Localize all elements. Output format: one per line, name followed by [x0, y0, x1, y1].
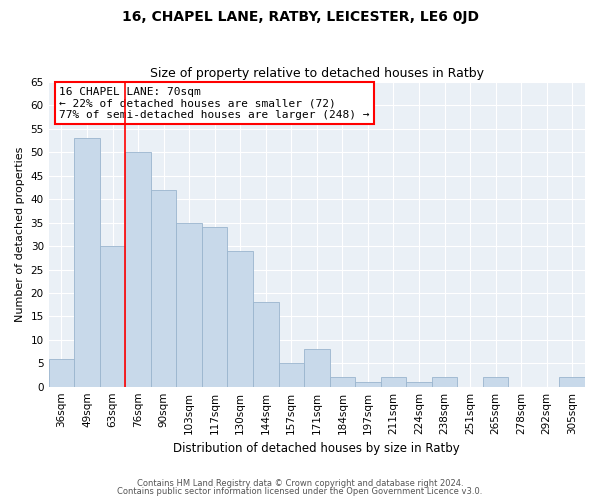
Bar: [483, 378, 508, 386]
Bar: [432, 378, 457, 386]
Bar: [559, 378, 585, 386]
Bar: [355, 382, 380, 386]
Bar: [125, 152, 151, 386]
Bar: [406, 382, 432, 386]
Bar: [278, 363, 304, 386]
Bar: [74, 138, 100, 386]
Text: 16, CHAPEL LANE, RATBY, LEICESTER, LE6 0JD: 16, CHAPEL LANE, RATBY, LEICESTER, LE6 0…: [121, 10, 479, 24]
Bar: [151, 190, 176, 386]
Bar: [304, 349, 329, 387]
Bar: [253, 302, 278, 386]
Bar: [176, 222, 202, 386]
Y-axis label: Number of detached properties: Number of detached properties: [15, 146, 25, 322]
Bar: [202, 228, 227, 386]
Bar: [49, 358, 74, 386]
Title: Size of property relative to detached houses in Ratby: Size of property relative to detached ho…: [150, 66, 484, 80]
X-axis label: Distribution of detached houses by size in Ratby: Distribution of detached houses by size …: [173, 442, 460, 455]
Text: Contains HM Land Registry data © Crown copyright and database right 2024.: Contains HM Land Registry data © Crown c…: [137, 478, 463, 488]
Bar: [227, 251, 253, 386]
Text: Contains public sector information licensed under the Open Government Licence v3: Contains public sector information licen…: [118, 487, 482, 496]
Bar: [100, 246, 125, 386]
Bar: [380, 378, 406, 386]
Bar: [329, 378, 355, 386]
Text: 16 CHAPEL LANE: 70sqm
← 22% of detached houses are smaller (72)
77% of semi-deta: 16 CHAPEL LANE: 70sqm ← 22% of detached …: [59, 86, 370, 120]
